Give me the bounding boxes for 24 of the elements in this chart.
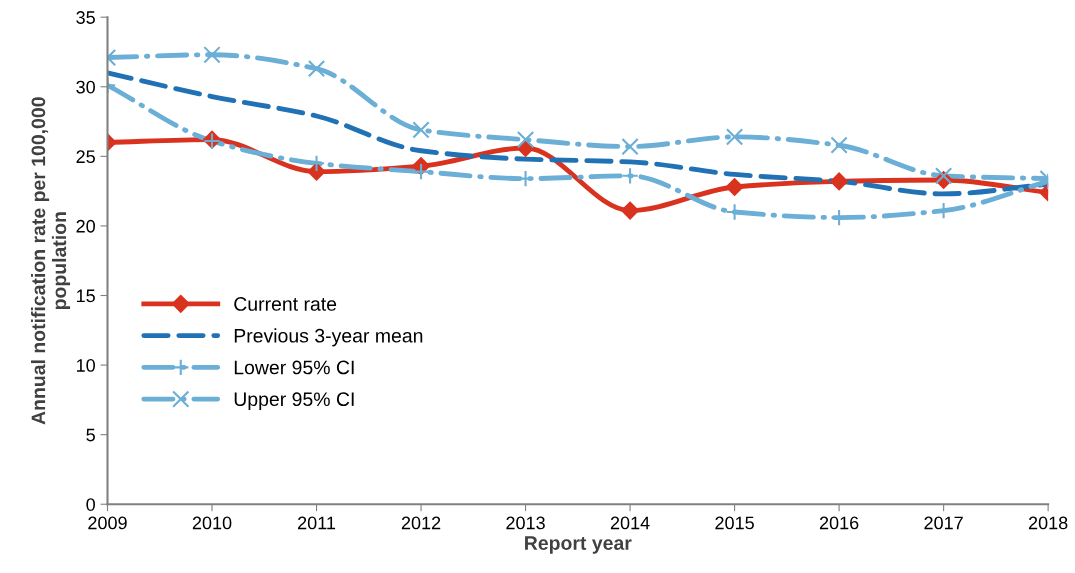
x-axis-title: Report year [525, 536, 632, 554]
legend-label: Upper 95% CI [234, 392, 354, 410]
y-tick-label: 20 [76, 219, 95, 233]
x-tick-label: 2014 [610, 516, 650, 530]
y-tick-label: 15 [76, 289, 95, 303]
y-tick-label: 35 [76, 11, 95, 24]
x-tick-label: 2017 [924, 516, 963, 530]
x-tick-label: 2018 [1028, 516, 1068, 530]
legend-label: Current rate [234, 297, 337, 311]
y-tick-label: 30 [76, 80, 95, 94]
x-tick-label: 2011 [298, 516, 336, 530]
x-tick-label: 2010 [192, 516, 232, 530]
x-tick-label: 2016 [819, 516, 859, 530]
y-axis-title: Annual notification rate per 100,000 population [30, 97, 71, 425]
y-tick-label: 0 [86, 498, 95, 511]
x-tick-label: 2015 [715, 516, 754, 530]
y-tick-label: 25 [76, 150, 95, 164]
x-tick-label: 2013 [506, 516, 545, 530]
x-tick-label: 2012 [401, 516, 441, 530]
legend-label: Previous 3-year mean [234, 328, 423, 347]
y-tick-label: 5 [86, 428, 95, 442]
legend-label: Lower 95% CI [234, 360, 354, 375]
x-tick-label: 2009 [88, 516, 127, 530]
y-tick-label: 10 [76, 359, 95, 372]
